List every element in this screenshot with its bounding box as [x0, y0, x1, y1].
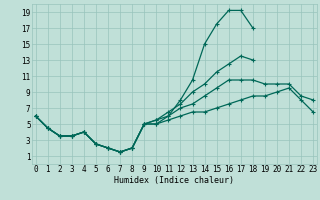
X-axis label: Humidex (Indice chaleur): Humidex (Indice chaleur)	[115, 176, 234, 185]
